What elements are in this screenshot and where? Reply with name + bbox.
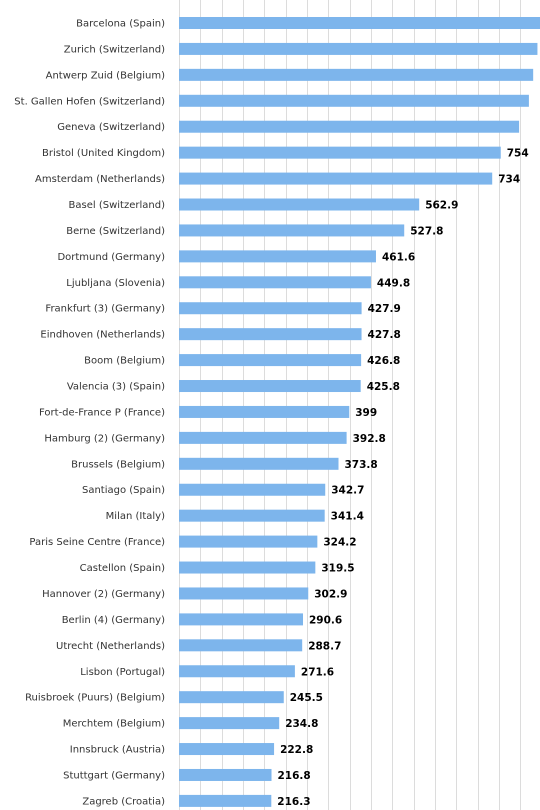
category-label: Zagreb (Croatia) [82, 796, 165, 807]
value-label: 216.3 [277, 796, 310, 808]
bar [179, 328, 362, 341]
value-label: 324.2 [323, 537, 356, 549]
value-label: 245.5 [290, 692, 323, 704]
bar [179, 120, 520, 133]
bar [179, 302, 362, 315]
category-label: Brussels (Belgium) [71, 459, 165, 470]
value-label: 290.6 [309, 614, 342, 626]
bar [179, 587, 309, 600]
value-label: 461.6 [382, 251, 415, 263]
value-label: 234.8 [285, 718, 318, 730]
category-label: Lisbon (Portugal) [80, 667, 165, 678]
bar [179, 431, 347, 444]
category-label: Innsbruck (Austria) [70, 745, 165, 756]
bar [179, 198, 420, 211]
category-label: St. Gallen Hofen (Switzerland) [14, 96, 165, 107]
value-label: 341.4 [331, 511, 364, 523]
category-label: Castellon (Spain) [80, 563, 165, 574]
gridlines [179, 0, 521, 810]
bar [179, 639, 303, 652]
category-label: Boom (Belgium) [84, 356, 165, 367]
category-label: Paris Seine Centre (France) [29, 537, 165, 548]
value-label: 288.7 [308, 640, 341, 652]
bar [179, 561, 316, 574]
category-label: Ljubljana (Slovenia) [66, 278, 165, 289]
bar [179, 276, 371, 289]
category-labels: Barcelona (Spain) Zurich (Switzerland) Ant… [14, 19, 165, 808]
value-label: 222.8 [280, 744, 313, 756]
value-label: 373.8 [345, 459, 378, 471]
value-labels: 754 734 562.9 527.8 461.6 449.8 427.9 427.8 426.… [277, 148, 528, 808]
bar [179, 613, 304, 626]
bar [179, 17, 540, 29]
category-label: Valencia (3) (Spain) [67, 382, 165, 393]
category-label: Antwerp Zuid (Belgium) [46, 70, 165, 81]
category-label: Milan (Italy) [106, 511, 165, 522]
category-label: Bristol (United Kingdom) [42, 148, 165, 159]
category-label: Hannover (2) (Germany) [42, 589, 165, 600]
category-label: Geneva (Switzerland) [57, 122, 165, 133]
bar [179, 172, 493, 185]
bar [179, 509, 325, 522]
value-label: 216.8 [278, 770, 311, 782]
category-label: Hamburg (2) (Germany) [44, 433, 165, 444]
bar [179, 146, 501, 159]
category-label: Merchtem (Belgium) [63, 719, 165, 730]
value-label: 392.8 [353, 433, 386, 445]
value-label: 426.8 [367, 355, 400, 367]
category-label: Zurich (Switzerland) [64, 44, 165, 55]
bar [179, 794, 272, 807]
value-label: 271.6 [301, 666, 334, 678]
value-label: 734 [498, 174, 520, 186]
value-label: 319.5 [321, 563, 354, 575]
value-label: 425.8 [367, 381, 400, 393]
category-label: Basel (Switzerland) [69, 200, 166, 211]
category-label: Utrecht (Netherlands) [56, 641, 165, 652]
category-label: Eindhoven (Netherlands) [40, 330, 165, 341]
category-label: Fort-de-France P (France) [39, 407, 165, 418]
category-label: Santiago (Spain) [82, 485, 165, 496]
category-label: Barcelona (Spain) [76, 19, 165, 30]
category-label: Frankfurt (3) (Germany) [45, 304, 165, 315]
bar [179, 250, 376, 263]
bar [179, 94, 529, 107]
bar [179, 535, 318, 548]
category-label: Stuttgart (Germany) [63, 770, 165, 781]
bar [179, 457, 339, 470]
bar [179, 405, 350, 418]
category-label: Dortmund (Germany) [57, 252, 165, 263]
value-label: 754 [507, 148, 529, 160]
category-label: Amsterdam (Netherlands) [35, 174, 165, 185]
bar [179, 743, 275, 756]
category-label: Ruisbroek (Puurs) (Belgium) [25, 693, 165, 704]
bar [179, 665, 295, 678]
bar [179, 483, 326, 496]
value-label: 427.9 [368, 303, 401, 315]
value-label: 427.8 [368, 329, 401, 341]
value-label: 342.7 [331, 485, 364, 497]
category-label: Berlin (4) (Germany) [62, 615, 165, 626]
value-label: 562.9 [425, 200, 458, 212]
bar [179, 68, 534, 81]
category-label: Berne (Switzerland) [66, 226, 165, 237]
bar [179, 768, 272, 781]
bar [179, 717, 280, 730]
bars [179, 17, 540, 807]
bar [179, 224, 405, 237]
value-label: 449.8 [377, 277, 410, 289]
value-label: 399 [355, 407, 377, 419]
bar [179, 691, 284, 704]
value-label: 302.9 [314, 588, 347, 600]
value-label: 527.8 [410, 225, 443, 237]
bar [179, 354, 362, 367]
bar [179, 380, 361, 393]
bar [179, 42, 538, 55]
